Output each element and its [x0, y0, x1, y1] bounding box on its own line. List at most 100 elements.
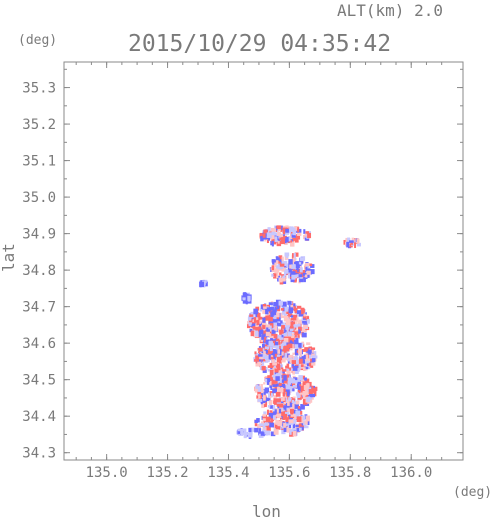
radar-echo-cell [296, 310, 302, 314]
radar-echo-cell [237, 428, 242, 432]
radar-echo-cell [296, 305, 302, 309]
radar-echo-cell [289, 338, 295, 342]
radar-echo-cell [248, 427, 252, 433]
radar-echo-cell [272, 411, 277, 415]
radar-echo-cell [301, 382, 304, 386]
radar-echo-cell [291, 399, 295, 404]
radar-echo-cell [279, 236, 285, 241]
radar-echo-cell [261, 334, 266, 340]
radar-echo-cell [259, 364, 264, 370]
radar-echo-cell [313, 390, 317, 397]
radar-echo-cell [288, 367, 292, 371]
radar-echo-cell [306, 358, 309, 363]
radar-echo-cell [258, 393, 261, 399]
radar-echo-cell [271, 265, 275, 271]
radar-echo-cell [254, 388, 260, 393]
radar-echo-cell [301, 348, 307, 352]
x-tick-label: 135.4 [207, 465, 249, 481]
radar-echo-cell [277, 240, 280, 244]
radar-echo-cell [287, 381, 292, 385]
radar-echo-cell [257, 386, 262, 392]
radar-echo-cell [295, 337, 299, 344]
radar-echo-cell [260, 398, 266, 404]
radar-echo-cell [300, 269, 306, 275]
radar-echo-cell [309, 381, 312, 387]
radar-echo-cell [259, 423, 264, 427]
radar-echo-cell [282, 391, 286, 397]
radar-echo-cell [281, 276, 286, 282]
radar-echo-cell [304, 233, 308, 237]
radar-echo-cell [258, 315, 261, 321]
radar-echo-cell [291, 236, 295, 242]
radar-echo-cell [280, 343, 284, 350]
radar-echo-cell [306, 316, 310, 322]
radar-echo-cell [279, 382, 282, 386]
radar-echo-cell [270, 338, 273, 341]
radar-echo-cell [280, 234, 284, 238]
radar-echo-cell [257, 399, 263, 402]
radar-echo-cell [247, 317, 252, 321]
radar-echo-cell [285, 345, 290, 350]
radar-echo-cell [294, 225, 300, 231]
radar-echo-cell [278, 403, 284, 408]
radar-echo-cell [290, 304, 294, 309]
radar-echo-cell [293, 303, 296, 307]
radar-echo-cell [293, 306, 296, 312]
radar-echo-cell [293, 344, 298, 349]
y-tick-label: 34.6 [22, 336, 56, 352]
radar-echo-cell [244, 431, 248, 435]
radar-echo-cell [312, 387, 317, 393]
radar-echo-cell [307, 268, 311, 272]
radar-echo-cell [274, 368, 279, 373]
radar-echo-cell [282, 413, 288, 420]
radar-echo-cell [284, 368, 290, 372]
radar-echo-cell [271, 329, 276, 334]
radar-echo-cell [261, 366, 266, 371]
radar-echo-cell [272, 408, 277, 411]
radar-echo-cell [310, 358, 314, 362]
radar-echo-cell [285, 374, 290, 378]
radar-echo-cell [273, 354, 276, 360]
radar-echo-cell [284, 242, 288, 246]
radar-echo-cell [346, 241, 350, 248]
radar-echo-cell [259, 232, 264, 239]
radar-echo-cell [294, 331, 299, 335]
radar-echo-cell [294, 334, 299, 338]
radar-echo-cell [292, 236, 296, 241]
radar-echo-cell [272, 388, 277, 394]
radar-echo-cell [269, 316, 273, 322]
radar-echo-cell [299, 383, 303, 387]
radar-echo-cell [310, 264, 315, 268]
radar-echo-cell [274, 306, 278, 311]
radar-echo-cell [288, 386, 292, 393]
radar-echo-cell [269, 307, 274, 311]
radar-echo-cell [283, 337, 289, 343]
radar-echo-cell [305, 383, 310, 387]
x-tick-label: 135.2 [146, 465, 188, 481]
radar-echo-cell [255, 323, 258, 328]
radar-echo-cell [267, 405, 271, 408]
radar-echo-cell [288, 397, 292, 402]
radar-echo-cell [276, 317, 281, 322]
radar-echo-cell [268, 302, 273, 305]
radar-echo-cell [283, 394, 288, 400]
radar-echo-cell [292, 401, 296, 404]
radar-echo-cell [290, 271, 296, 275]
y-tick-label: 34.3 [22, 446, 56, 462]
radar-echo-cell [297, 381, 301, 385]
radar-echo-cell [260, 236, 264, 242]
radar-echo-cell [282, 370, 285, 374]
radar-echo-cell [296, 268, 299, 273]
radar-echo-cell [264, 355, 269, 361]
radar-echo-cell [283, 341, 287, 346]
radar-echo-cell [277, 387, 282, 394]
radar-echo-cell [274, 232, 278, 236]
radar-echo-cell [271, 273, 275, 277]
radar-echo-cell [305, 262, 310, 269]
y-axis-label: lat [0, 243, 18, 272]
radar-echo-cell [268, 350, 273, 353]
radar-echo-cell [284, 348, 290, 352]
radar-echo-cell [291, 234, 296, 238]
radar-echo-cell [276, 272, 279, 279]
radar-echo-cell [262, 414, 267, 417]
